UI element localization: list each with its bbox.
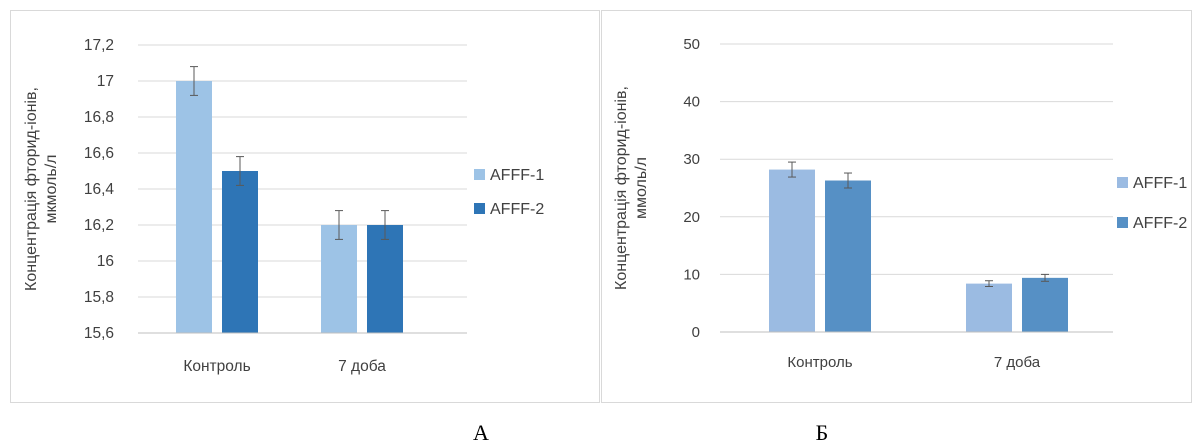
chart-b-ytick-label: 40: [683, 94, 700, 111]
chart-b-bar-afff-1: [769, 169, 815, 332]
chart-a-category-label: 7 доба: [338, 358, 386, 375]
chart-b-legend-label: AFFF-1: [1133, 175, 1187, 192]
chart-b-bar-afff-1: [966, 283, 1012, 332]
chart-a-bar-afff-2: [222, 171, 258, 333]
chart-b-bar-afff-2: [1022, 277, 1068, 332]
chart-b-legend-swatch-afff-1: [1117, 177, 1128, 188]
chart-a-ytick-label: 17: [97, 73, 114, 90]
chart-a-frame: [10, 10, 600, 403]
chart-b-category-label: 7 доба: [994, 354, 1041, 371]
chart-b-ytick-label: 30: [683, 151, 700, 168]
chart-b-y-axis-label: Концентрація фторид-іонів, ммоль/л: [613, 86, 650, 290]
chart-a-y-axis-label: Концентрація фторид-іонів, мкмоль/л: [23, 87, 60, 291]
chart-a-bar-afff-1: [176, 81, 212, 333]
chart-b: 0 10 20 30 40 50 Контроль 7 доба Концентрація фт…: [613, 36, 1187, 371]
chart-b-legend-swatch-afff-2: [1117, 217, 1128, 228]
chart-a-ytick-label: 16: [97, 253, 114, 270]
panel-b-caption: Б: [816, 420, 829, 444]
chart-a-legend-swatch-afff-2: [474, 203, 485, 214]
chart-b-ytick-label: 10: [683, 266, 700, 283]
chart-a-legend-label: AFFF-2: [490, 201, 544, 218]
chart-a-ytick-label: 15,6: [84, 325, 114, 342]
chart-a-ytick-label: 17,2: [84, 37, 114, 54]
chart-a: 15,6 15,8 16 16,2 16,4 16,6 16,8 17 17,2 Контроль…: [23, 37, 544, 375]
chart-a-ytick-label: 16,2: [84, 217, 114, 234]
chart-a-ytick-label: 16,8: [84, 109, 114, 126]
chart-a-legend-label: AFFF-1: [490, 167, 544, 184]
chart-a-legend-swatch-afff-1: [474, 169, 485, 180]
chart-a-bar-afff-1: [321, 225, 357, 333]
panel-a-caption: А: [473, 420, 489, 444]
chart-a-ytick-label: 16,6: [84, 145, 114, 162]
chart-b-ytick-label: 20: [683, 209, 700, 226]
chart-b-legend-label: AFFF-2: [1133, 215, 1187, 232]
chart-b-category-label: Контроль: [787, 354, 852, 371]
chart-b-ytick-label: 50: [683, 36, 700, 53]
chart-b-frame: [601, 10, 1192, 403]
chart-a-ytick-label: 16,4: [84, 181, 115, 198]
chart-a-ytick-label: 15,8: [84, 289, 114, 306]
chart-b-bar-afff-2: [825, 180, 871, 332]
chart-a-bar-afff-2: [367, 225, 403, 333]
chart-a-category-label: Контроль: [183, 358, 250, 375]
chart-b-ytick-label: 0: [692, 324, 700, 341]
